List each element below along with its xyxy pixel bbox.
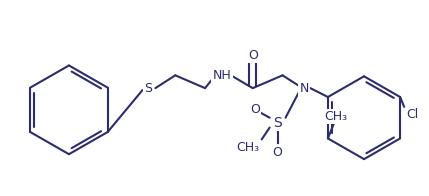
Text: CH₃: CH₃ bbox=[236, 141, 260, 154]
Text: S: S bbox=[273, 116, 282, 130]
Text: O: O bbox=[250, 103, 260, 116]
Text: S: S bbox=[145, 82, 152, 95]
Text: CH₃: CH₃ bbox=[324, 110, 347, 123]
Text: O: O bbox=[273, 146, 283, 159]
Text: Cl: Cl bbox=[406, 108, 418, 121]
Text: NH: NH bbox=[213, 69, 231, 82]
Text: N: N bbox=[300, 82, 309, 95]
Text: O: O bbox=[248, 49, 258, 62]
